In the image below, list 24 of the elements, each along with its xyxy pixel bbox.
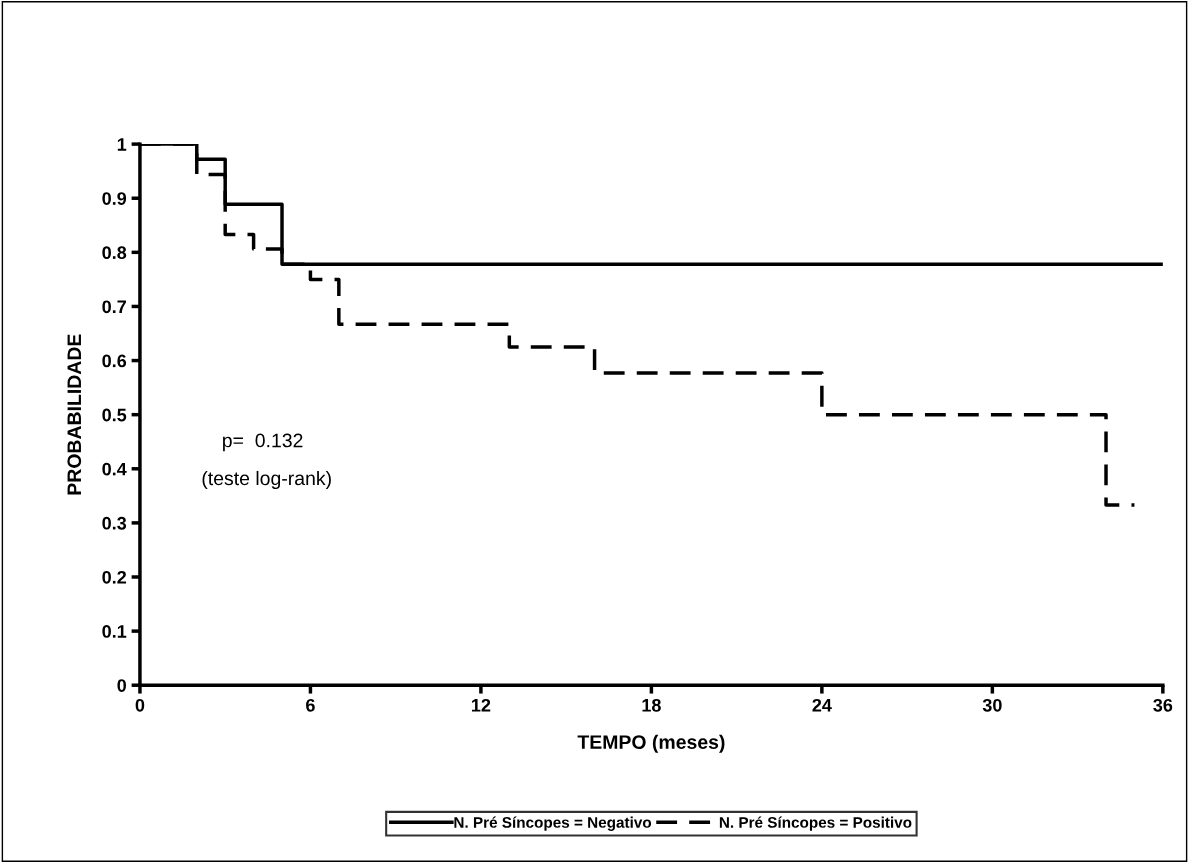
legend-label: N. Pré Síncopes = Negativo: [454, 816, 652, 831]
x-tick-label: 24: [812, 698, 832, 712]
x-tick-label: 0: [135, 698, 145, 712]
annotation: p= 0.132: [223, 433, 303, 452]
y-tick-label: 0.6: [102, 354, 127, 368]
y-tick-label: 0.8: [102, 246, 127, 260]
y-tick-label: 0.4: [102, 462, 127, 476]
y-tick-label: 0.9: [102, 192, 127, 205]
x-tick-label: 6: [306, 698, 315, 712]
y-axis-title: PROBABILIDADE: [67, 334, 82, 495]
x-tick-label: 30: [982, 698, 1002, 712]
x-axis-title: TEMPO (meses): [577, 734, 725, 753]
y-tick-label: 0.1: [102, 625, 127, 638]
y-tick-label: 0.7: [102, 300, 126, 314]
x-tick-label: 36: [1153, 698, 1173, 712]
annotation: (teste log-rank): [202, 470, 331, 490]
legend-label: N. Pré Síncopes = Positivo: [719, 816, 912, 831]
y-tick-label: 0.2: [102, 570, 127, 584]
x-tick-label: 18: [642, 698, 661, 712]
x-tick-label: 12: [472, 698, 491, 712]
y-tick-label: 0: [117, 679, 127, 692]
y-tick-label: 1: [117, 138, 127, 151]
y-tick-label: 0.3: [102, 516, 127, 530]
y-tick-label: 0.5: [102, 408, 127, 422]
